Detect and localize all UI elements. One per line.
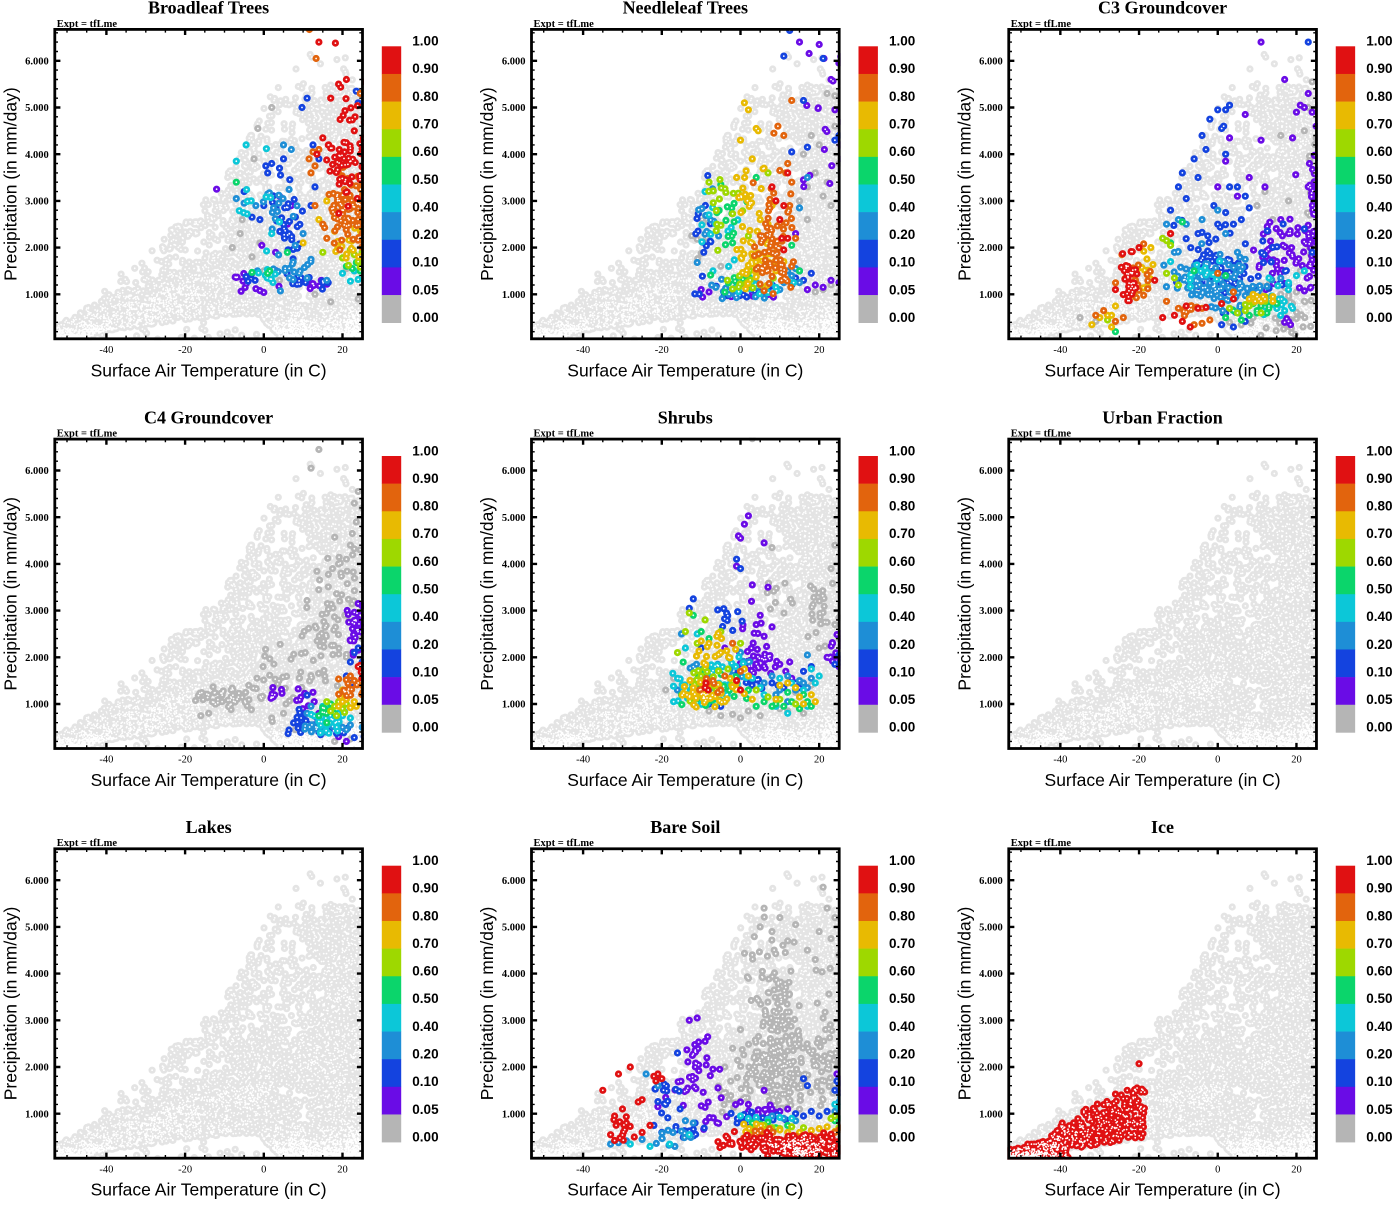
svg-text:Ice: Ice [1151, 817, 1174, 837]
svg-text:C3 Groundcover: C3 Groundcover [1098, 0, 1227, 18]
svg-text:Urban Fraction: Urban Fraction [1102, 407, 1223, 427]
svg-text:C4 Groundcover: C4 Groundcover [144, 407, 273, 427]
svg-text:Needleleaf Trees: Needleleaf Trees [623, 0, 748, 18]
svg-text:Shrubs: Shrubs [658, 407, 713, 427]
svg-text:Bare Soil: Bare Soil [650, 817, 720, 837]
svg-text:Broadleaf Trees: Broadleaf Trees [148, 0, 269, 18]
svg-text:Lakes: Lakes [186, 817, 232, 837]
